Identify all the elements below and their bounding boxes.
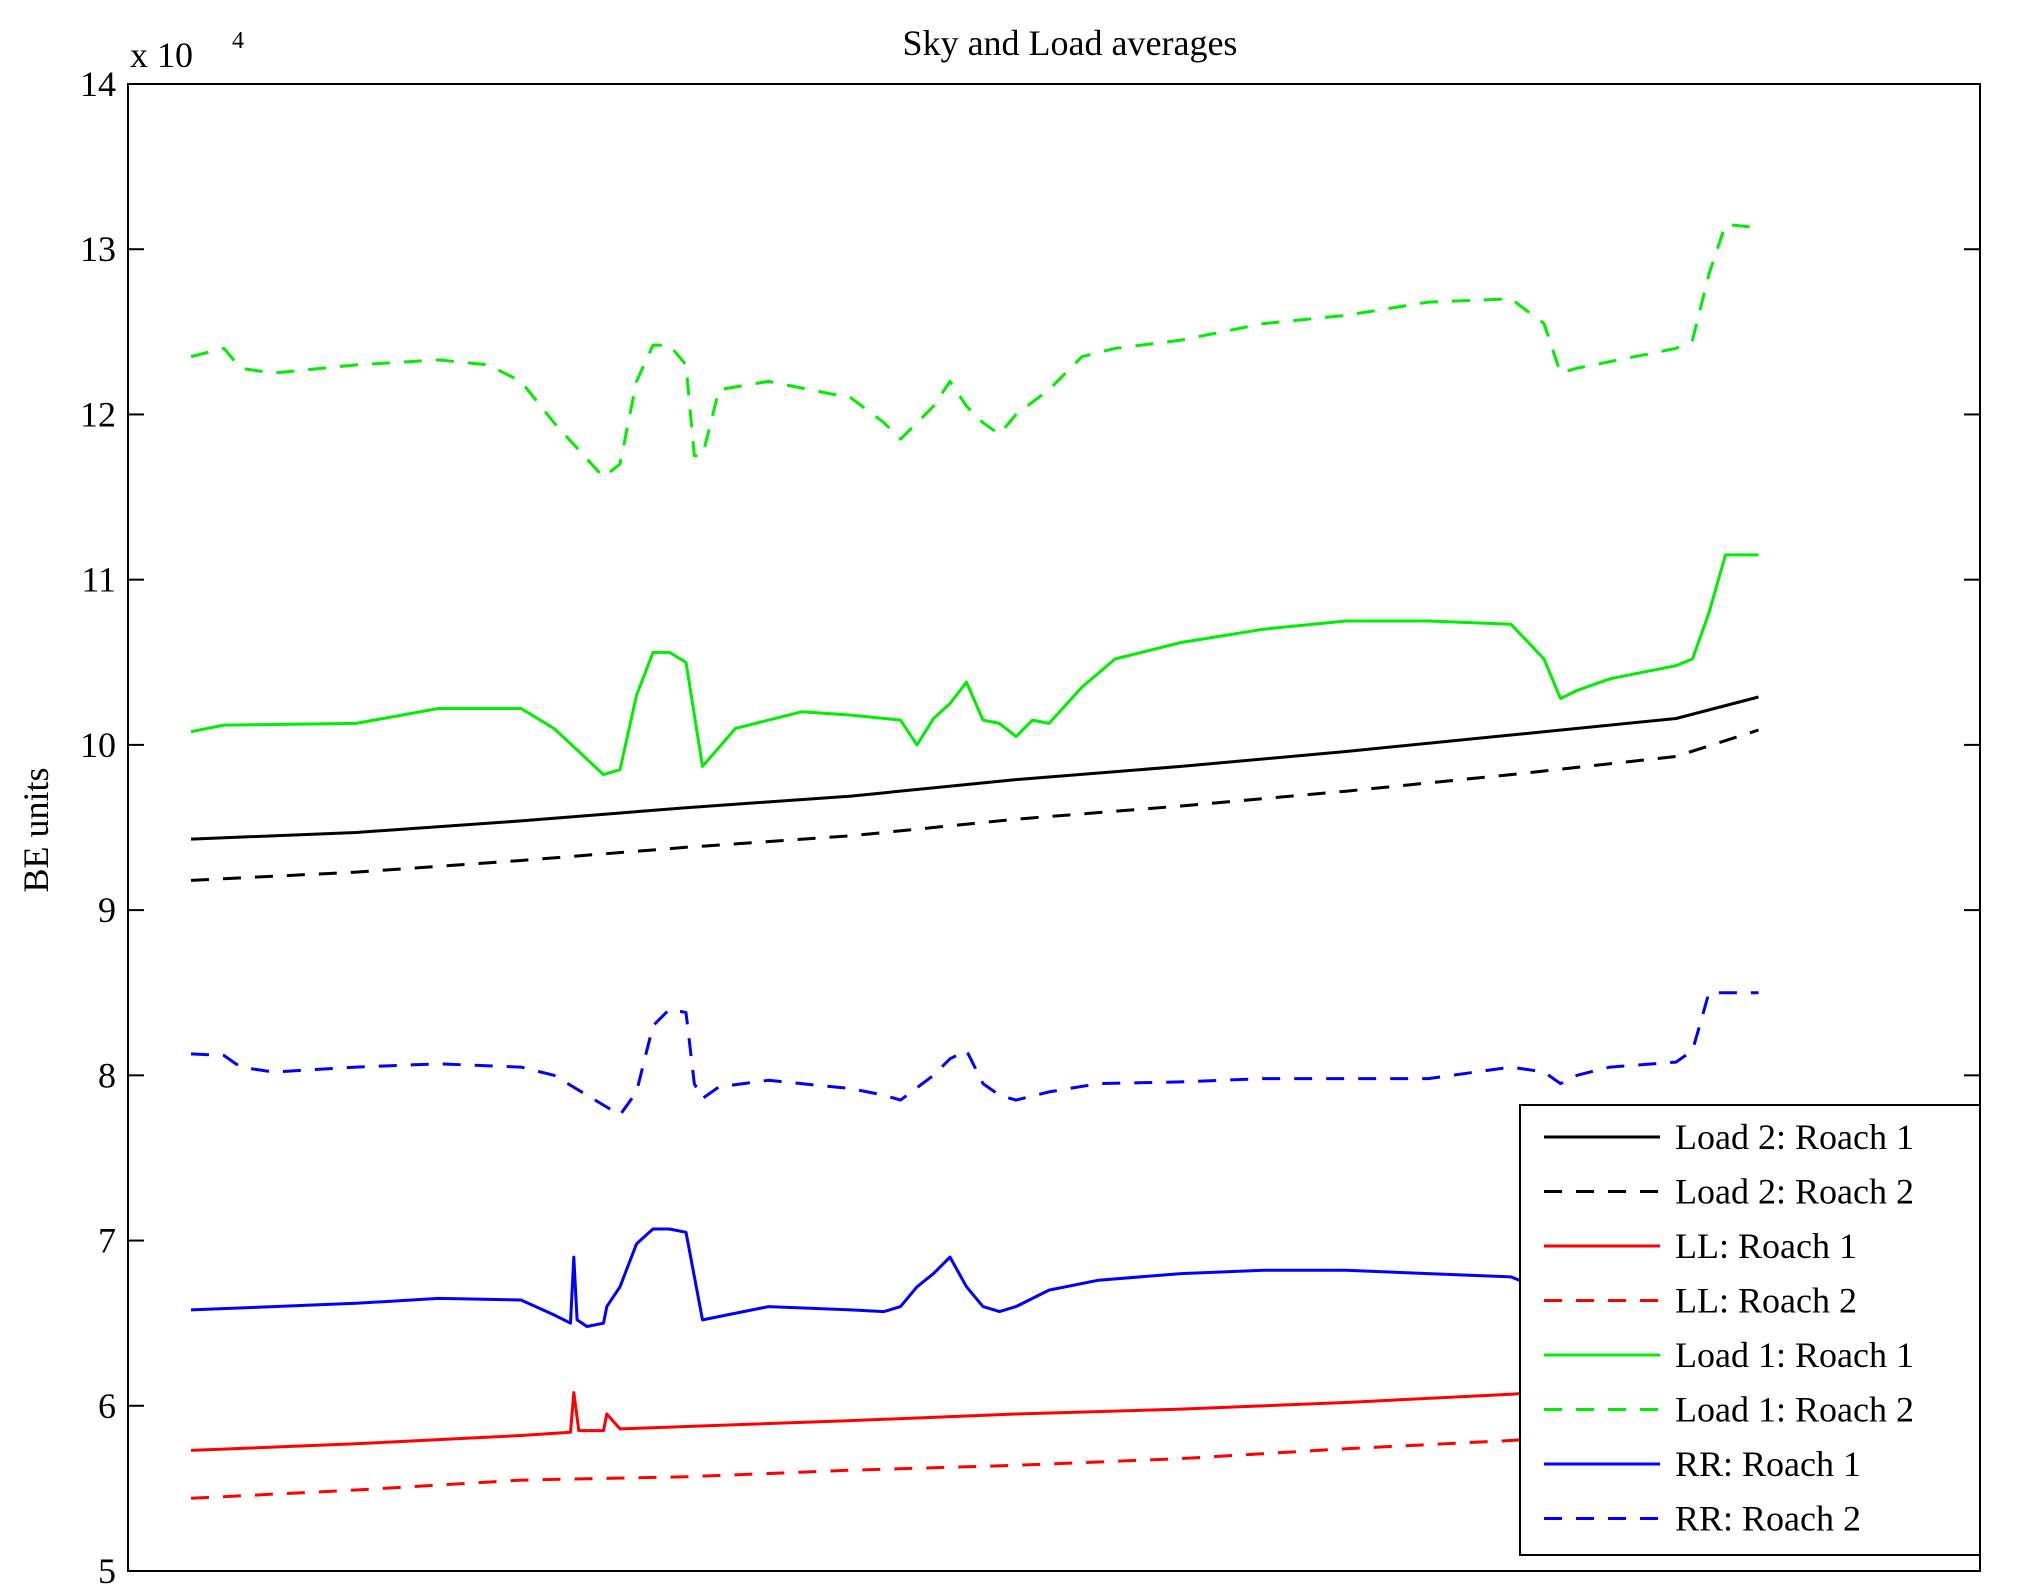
y-tick-label: 11 (81, 560, 116, 600)
y-tick-label: 8 (98, 1055, 116, 1095)
y-tick-label: 9 (98, 890, 116, 930)
legend-entry: LL: Roach 1 (1675, 1226, 1857, 1266)
series-line (190, 553, 1759, 777)
legend-entry: Load 1: Roach 1 (1675, 1335, 1914, 1375)
plot-area: 5 6 7 8 9 10 11 12 13 14 (80, 64, 1980, 1591)
series-line (190, 695, 1759, 841)
legend-entry: Load 2: Roach 1 (1675, 1117, 1914, 1157)
legend-entry: LL: Roach 2 (1675, 1281, 1857, 1321)
y-axis-label: BE units (16, 767, 56, 892)
legend-entry: RR: Roach 2 (1675, 1499, 1861, 1539)
legend-entry: Load 2: Roach 2 (1675, 1172, 1914, 1212)
y-tick-label: 5 (98, 1551, 116, 1591)
y-tick-label: 13 (80, 229, 116, 269)
y-tick-label: 7 (98, 1221, 116, 1261)
y-tick-label: 14 (80, 64, 116, 104)
legend-entry: RR: Roach 1 (1675, 1444, 1861, 1484)
y-tick-label: 10 (80, 725, 116, 765)
series-line (190, 1387, 1586, 1452)
series-line (190, 991, 1759, 1117)
series-line (190, 1227, 1587, 1328)
y-tick-label: 12 (80, 394, 116, 434)
exponent-power: 4 (232, 28, 244, 54)
series-line (190, 222, 1759, 479)
series-line (190, 1434, 1586, 1500)
legend-box (1519, 1104, 1981, 1556)
series-line (190, 728, 1759, 882)
exponent-label: x 10 (130, 35, 193, 75)
chart-title: Sky and Load averages (903, 23, 1238, 63)
legend-entry: Load 1: Roach 2 (1675, 1390, 1914, 1430)
plot-frame (127, 83, 1981, 1572)
y-tick-label: 6 (98, 1386, 116, 1426)
legend: Load 2: Roach 1 Load 2: Roach 2 LL: Roach … (1519, 1104, 1981, 1556)
